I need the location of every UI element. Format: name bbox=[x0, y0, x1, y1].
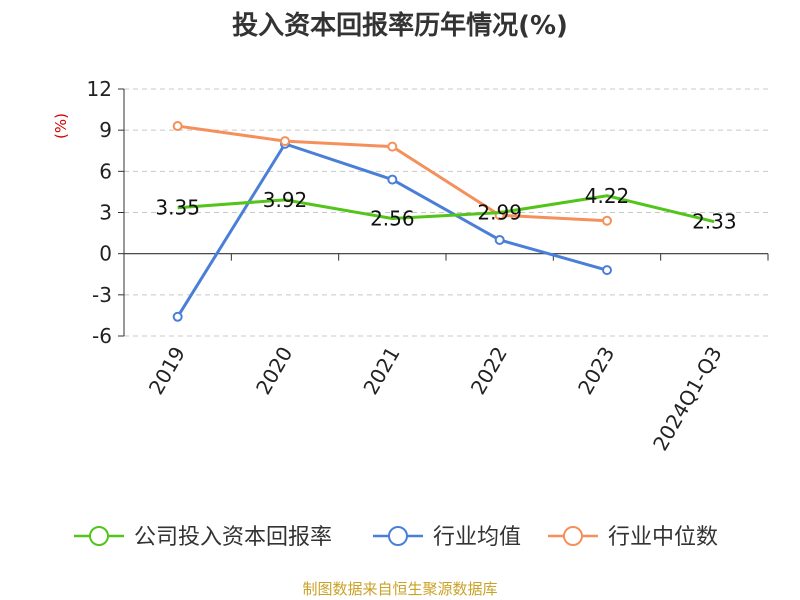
legend-label: 公司投入资本回报率 bbox=[134, 525, 332, 550]
y-tick-label: 9 bbox=[99, 118, 112, 142]
x-tick-label: 2020 bbox=[251, 343, 297, 399]
x-tick-label: 2023 bbox=[573, 343, 619, 399]
series-point bbox=[602, 265, 612, 276]
legend-item[interactable]: 公司投入资本回报率 bbox=[74, 525, 332, 550]
legend-label: 行业中位数 bbox=[608, 525, 718, 550]
legend-label: 行业均值 bbox=[433, 525, 521, 550]
data-label: 3.35 bbox=[155, 196, 200, 220]
y-axis-unit: (%) bbox=[52, 113, 70, 139]
series-point bbox=[172, 311, 183, 322]
x-tick-label: 2019 bbox=[144, 343, 190, 399]
series-point bbox=[172, 121, 183, 132]
y-tick-label: 0 bbox=[99, 242, 112, 266]
series-point bbox=[280, 136, 290, 147]
series-line bbox=[177, 194, 715, 224]
y-tick-label: 12 bbox=[87, 77, 112, 101]
data-label: 3.92 bbox=[263, 188, 308, 212]
data-label: 2.33 bbox=[692, 210, 737, 234]
series-point bbox=[602, 215, 612, 226]
x-tick-label: 2024Q1-Q3 bbox=[648, 343, 727, 455]
y-tick-label: -3 bbox=[92, 283, 112, 307]
y-tick-label: -6 bbox=[92, 324, 112, 348]
source-note: 制图数据来自恒生聚源数据库 bbox=[302, 580, 497, 598]
legend-item[interactable]: 行业中位数 bbox=[548, 525, 718, 550]
data-labels: 3.35 3.92 2.56 2.99 4.22 2.33 bbox=[155, 184, 736, 234]
legend-swatch-marker bbox=[388, 526, 408, 546]
y-tick-label: 3 bbox=[99, 201, 112, 225]
axes: 12 9 6 3 0 -3 -6 2019 2020 2021 2022 2023 2024Q1-Q3 bbox=[87, 77, 769, 455]
legend-item[interactable]: 行业均值 bbox=[373, 525, 521, 550]
data-label: 2.56 bbox=[370, 207, 415, 231]
x-tick-label: 2022 bbox=[466, 343, 512, 399]
x-tick-label: 2021 bbox=[358, 343, 404, 399]
series-point bbox=[387, 174, 398, 185]
data-label: 2.99 bbox=[477, 201, 522, 225]
legend[interactable]: 公司投入资本回报率 行业均值 行业中位数 bbox=[74, 525, 718, 550]
chart-title: 投入资本回报率历年情况(%) bbox=[232, 10, 568, 41]
series-point bbox=[387, 141, 398, 152]
series-lines bbox=[172, 121, 715, 322]
legend-swatch-marker bbox=[89, 526, 109, 546]
data-label: 4.22 bbox=[585, 184, 630, 208]
y-tick-label: 6 bbox=[99, 159, 112, 183]
series-point bbox=[494, 234, 505, 245]
legend-swatch-marker bbox=[563, 526, 583, 546]
